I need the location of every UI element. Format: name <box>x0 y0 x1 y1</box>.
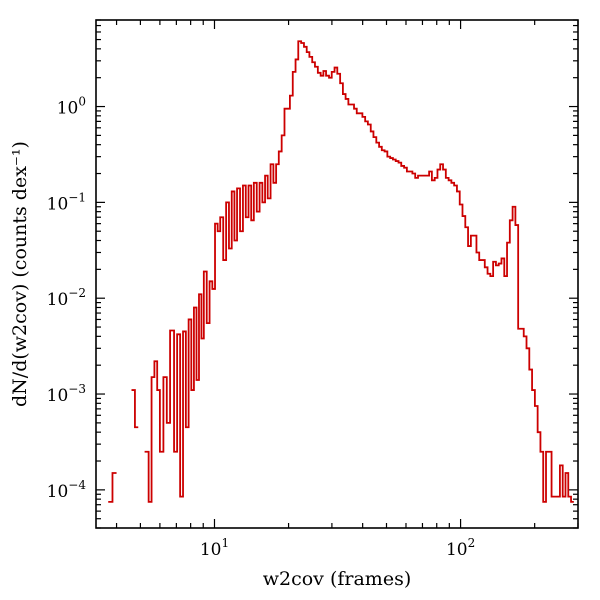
plot-frame <box>95 19 579 529</box>
histogram-step-line <box>144 40 574 503</box>
x-tick-label: 102 <box>446 536 475 560</box>
y-axis-label: dN/d(w2cov) (counts dex⁻¹) <box>9 141 31 407</box>
y-tick-label: 100 <box>57 95 86 119</box>
histogram-step-line <box>108 389 139 503</box>
y-tick-label: 10−1 <box>47 190 86 214</box>
y-tick-label: 10−3 <box>47 382 86 406</box>
y-tick-label: 10−4 <box>47 478 87 502</box>
x-tick-label: 101 <box>200 536 229 560</box>
x-axis-label: w2cov (frames) <box>263 568 411 590</box>
y-tick-label: 10−2 <box>47 286 86 310</box>
